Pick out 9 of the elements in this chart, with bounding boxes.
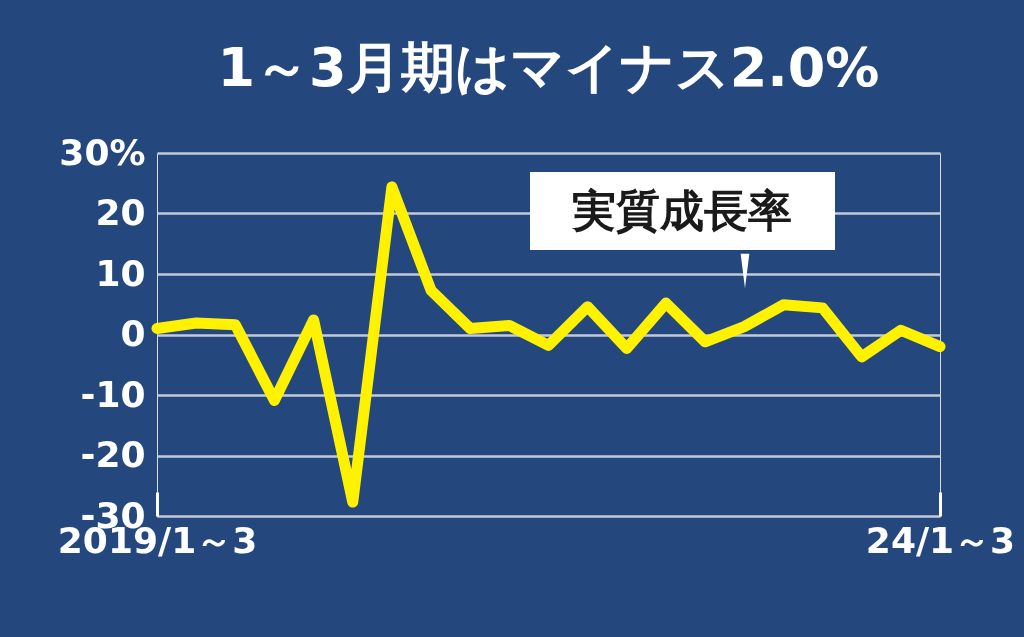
- annotation: 実質成長率: [571, 185, 792, 236]
- y-tick-label: -10: [80, 373, 146, 415]
- y-tick-label: 30%: [59, 131, 146, 173]
- y-tick-label: 0: [120, 313, 146, 354]
- y-tick-label: -20: [80, 434, 146, 475]
- chart-title: 1～3月期はマイナス2.0%: [217, 36, 880, 99]
- y-tick-label: 20: [95, 192, 146, 233]
- x-tick-label: 24/1～3: [865, 519, 1016, 561]
- y-tick-label: 10: [95, 252, 146, 294]
